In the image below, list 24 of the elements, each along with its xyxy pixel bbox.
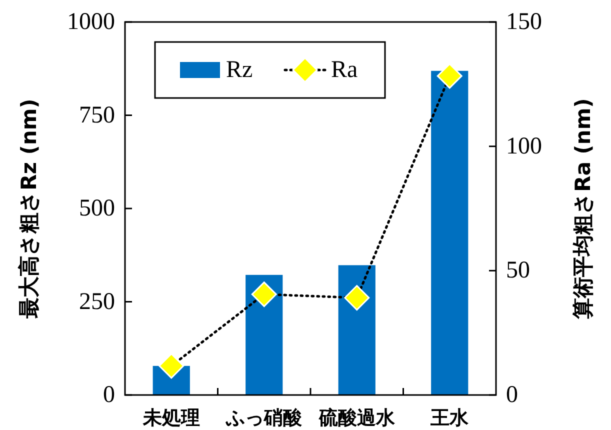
y-tick-label: 0 bbox=[103, 382, 115, 408]
bar bbox=[431, 70, 468, 395]
x-tick-label: ふっ硝酸 bbox=[225, 407, 304, 429]
y-tick-label: 250 bbox=[79, 288, 115, 315]
point bbox=[436, 63, 462, 89]
y-axis-title: 最大高さ粗さRz (nm) bbox=[17, 98, 41, 320]
y2-tick-label: 100 bbox=[506, 133, 542, 160]
y-tick-label: 500 bbox=[79, 196, 115, 222]
point bbox=[251, 282, 277, 308]
y-tick-label: 750 bbox=[79, 102, 115, 128]
y2-tick-label: 50 bbox=[506, 258, 530, 284]
y-tick-label: 1000 bbox=[67, 9, 115, 35]
point bbox=[344, 285, 370, 311]
point bbox=[158, 353, 184, 379]
legend-label: Ra bbox=[331, 57, 358, 83]
x-tick-label: 王水 bbox=[430, 407, 470, 429]
x-tick-label: 未処理 bbox=[142, 407, 200, 429]
bar bbox=[246, 274, 283, 395]
y2-axis-title: 算術平均粗さRa (nm) bbox=[571, 98, 595, 320]
x-tick-label: 硫酸過水 bbox=[318, 407, 396, 429]
y2-tick-label: 0 bbox=[506, 382, 518, 408]
legend-label: Rz bbox=[226, 57, 253, 83]
bar bbox=[338, 265, 376, 395]
y2-tick-label: 150 bbox=[506, 9, 542, 35]
